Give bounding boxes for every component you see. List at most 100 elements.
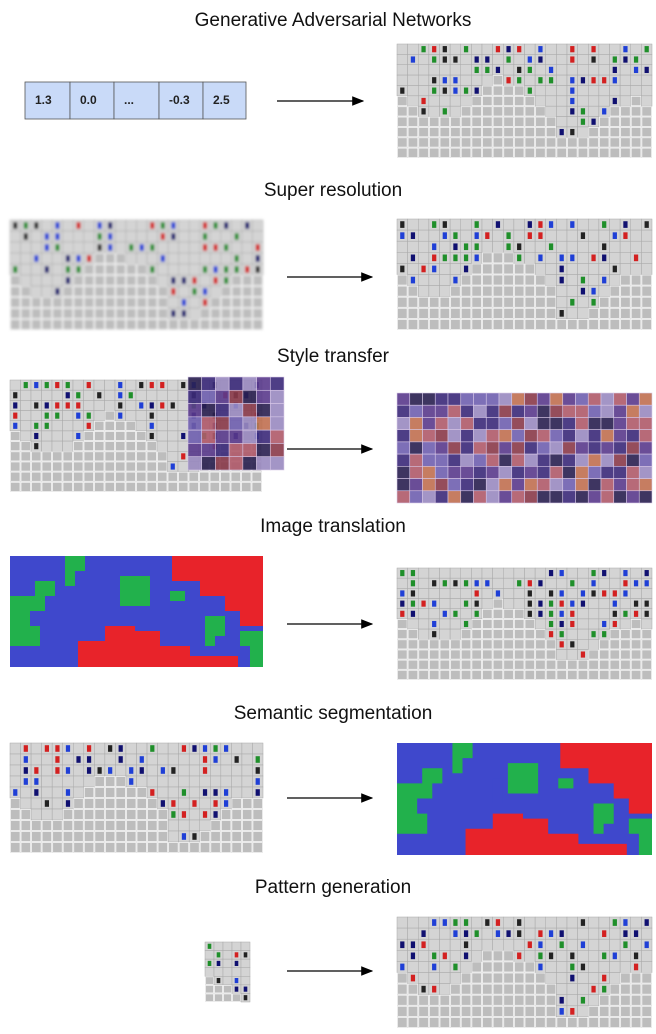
texture-cell bbox=[187, 443, 203, 458]
board-cell bbox=[397, 983, 408, 995]
board-cell bbox=[104, 379, 116, 391]
board-cell bbox=[630, 567, 642, 579]
board-cell bbox=[30, 241, 42, 254]
board-mark bbox=[400, 963, 405, 971]
board-cell bbox=[577, 147, 589, 158]
board-mark bbox=[623, 56, 628, 63]
board-cell bbox=[20, 820, 31, 831]
board-cell bbox=[534, 85, 546, 97]
board-mark bbox=[442, 77, 447, 84]
board-cell bbox=[471, 116, 482, 127]
board-mark bbox=[76, 402, 81, 409]
board-cell bbox=[241, 775, 253, 788]
board-cell bbox=[482, 983, 493, 995]
board-mark bbox=[181, 382, 186, 389]
board-cell bbox=[220, 481, 231, 492]
board-cell bbox=[471, 285, 482, 297]
board-mark bbox=[623, 941, 628, 949]
board-cell bbox=[407, 639, 419, 650]
board-cell bbox=[503, 318, 514, 330]
board-cell bbox=[598, 285, 610, 297]
board-cell bbox=[471, 669, 482, 680]
board-mark bbox=[118, 412, 123, 419]
board-mark bbox=[474, 580, 479, 587]
board-cell bbox=[231, 219, 243, 232]
board-cell bbox=[156, 430, 168, 442]
board-cell bbox=[94, 286, 105, 297]
board-cell bbox=[252, 297, 263, 308]
board-cell bbox=[231, 842, 242, 853]
board-cell bbox=[620, 116, 631, 127]
board-cell bbox=[482, 659, 493, 670]
texture-cell bbox=[587, 429, 602, 443]
board-cell bbox=[577, 618, 589, 630]
board-cell bbox=[189, 319, 200, 330]
board-cell bbox=[588, 669, 599, 680]
texture-cell bbox=[215, 389, 230, 404]
board-cell bbox=[231, 286, 242, 297]
board-cell bbox=[62, 451, 73, 462]
board-cell bbox=[73, 286, 84, 297]
board-mark bbox=[160, 402, 165, 409]
board-cell bbox=[450, 983, 461, 995]
texture-cell bbox=[422, 392, 436, 406]
board-cell bbox=[577, 659, 589, 670]
board-mark bbox=[97, 222, 102, 229]
board-mark bbox=[559, 641, 564, 648]
board-mark bbox=[255, 767, 260, 774]
board-cell bbox=[503, 274, 514, 286]
board-mark bbox=[432, 77, 437, 84]
board-cell bbox=[439, 274, 451, 286]
board-cell bbox=[545, 1017, 557, 1028]
board-cell bbox=[450, 116, 461, 127]
board-cell bbox=[252, 219, 264, 232]
board-mark bbox=[118, 392, 123, 399]
board-cell bbox=[471, 916, 483, 929]
board-cell bbox=[9, 764, 21, 777]
board-cell bbox=[10, 820, 21, 831]
board-mark bbox=[181, 432, 186, 440]
board-cell bbox=[577, 972, 589, 984]
board-cell bbox=[513, 619, 525, 629]
board-cell bbox=[167, 451, 179, 462]
board-cell bbox=[641, 137, 652, 148]
board-mark bbox=[548, 600, 554, 607]
board-mark bbox=[591, 56, 596, 63]
board-cell bbox=[641, 669, 652, 680]
board-cell bbox=[535, 116, 546, 127]
board-cell bbox=[524, 639, 536, 650]
board-cell bbox=[147, 275, 158, 286]
board-cell bbox=[524, 127, 536, 138]
board-cell bbox=[471, 938, 483, 951]
board-cell bbox=[641, 274, 652, 286]
texture-cell bbox=[434, 490, 449, 504]
board-cell bbox=[588, 127, 599, 138]
board-cell bbox=[566, 938, 578, 951]
board-cell bbox=[534, 567, 546, 579]
board-mark bbox=[76, 266, 81, 273]
board-cell bbox=[31, 297, 42, 308]
board-mark bbox=[602, 631, 607, 638]
board-cell bbox=[471, 95, 482, 107]
board-cell bbox=[83, 297, 95, 308]
board-mark bbox=[602, 952, 607, 960]
board-cell bbox=[492, 629, 504, 640]
board-cell bbox=[135, 420, 147, 432]
board-mark bbox=[400, 941, 405, 949]
board-cell bbox=[125, 753, 137, 766]
board-cell bbox=[135, 410, 147, 421]
board-cell bbox=[220, 230, 232, 243]
board-mark bbox=[570, 56, 575, 63]
board-cell bbox=[630, 218, 642, 231]
board-cell bbox=[503, 1005, 514, 1017]
board-mark bbox=[644, 221, 649, 228]
board-cell bbox=[157, 842, 169, 853]
board-cell bbox=[115, 461, 126, 472]
texture-cell bbox=[256, 403, 271, 418]
texture-cell bbox=[626, 392, 640, 406]
board-mark bbox=[623, 570, 628, 577]
board-cell bbox=[418, 274, 430, 286]
board-cell bbox=[535, 972, 546, 984]
board-cell bbox=[73, 764, 85, 777]
texture-cell bbox=[524, 453, 538, 467]
